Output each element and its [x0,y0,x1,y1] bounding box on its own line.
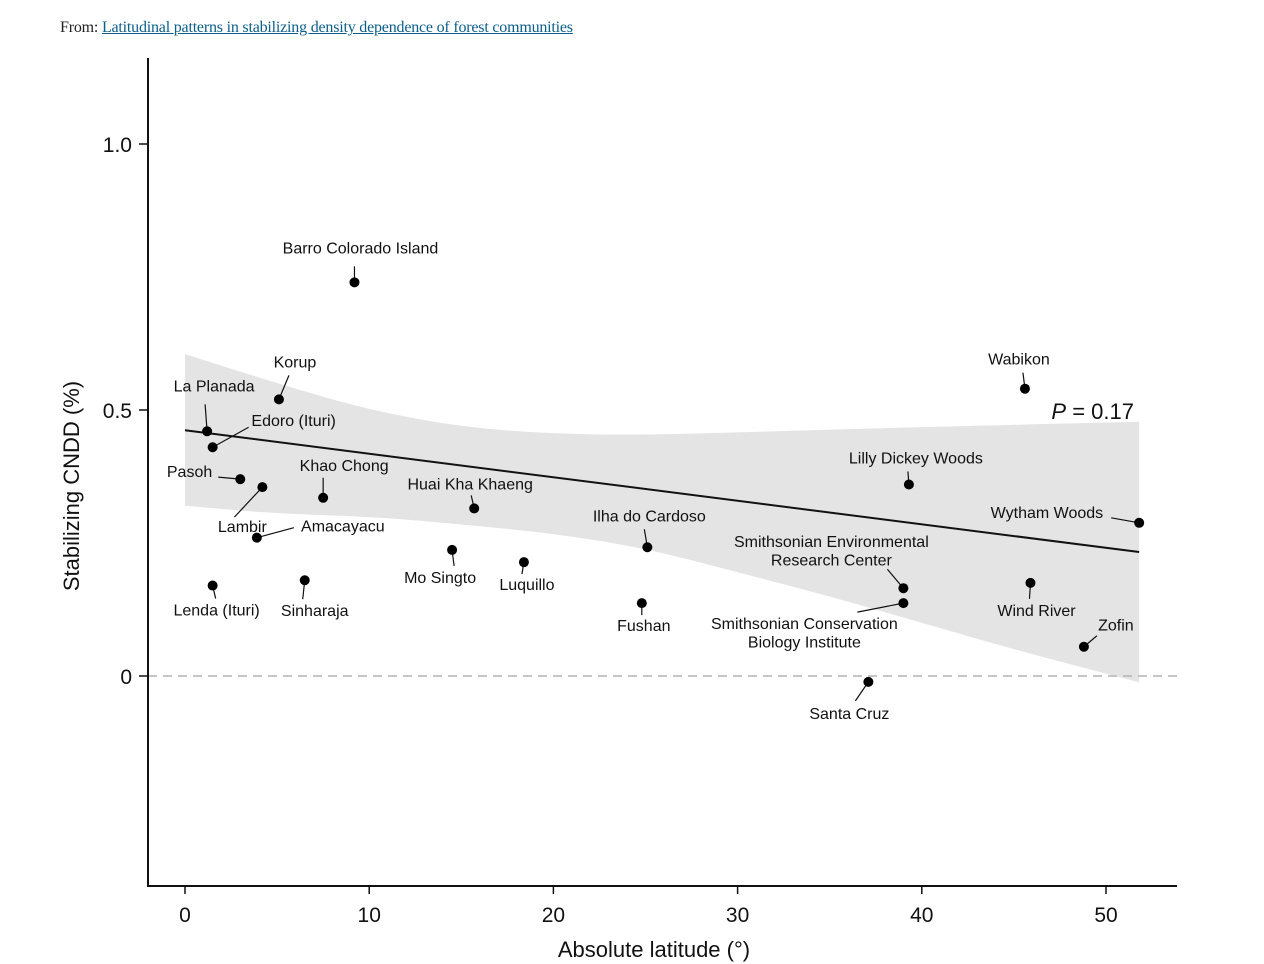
point-label-line: Smithsonian Conservation [711,616,898,633]
article-link[interactable]: Latitudinal patterns in stabilizing dens… [101,19,573,36]
point-label-line: Biology Institute [748,635,861,652]
x-tick-label: 0 [179,904,191,927]
p-value-annotation: P = 0.17 [1051,399,1134,424]
x-axis-title: Absolute latitude (°) [558,937,750,962]
point-label: Edoro (Ituri) [251,413,335,430]
x-tick-label: 50 [1094,904,1117,927]
point-label: Huai Kha Khaeng [407,476,532,493]
point-label: Mo Singto [404,570,476,587]
p-value-italic: P [1051,399,1066,424]
point-label: Sinharaja [281,603,349,620]
point-label: Smithsonian Conservation Biology Institut… [711,616,898,652]
y-tick-label: 1.0 [103,134,132,157]
point-label: Lilly Dickey Woods [849,450,983,467]
data-point [898,583,909,594]
data-point [318,492,329,503]
point-label: Barro Colorado Island [283,240,439,257]
leader-line [256,527,294,539]
data-point [898,598,909,609]
x-tick-label: 20 [542,904,565,927]
point-label: Fushan [617,618,670,635]
data-point [1078,641,1089,652]
data-point [1025,577,1036,588]
point-label: La Planada [174,378,255,395]
data-point [235,474,246,485]
figure-source: From: Latitudinal patterns in stabilizin… [60,19,573,37]
regression-line [184,429,1140,554]
from-prefix: From: [60,19,99,36]
x-tick-label: 40 [910,904,933,927]
data-point [863,676,874,687]
data-point [469,503,480,514]
point-label: Korup [274,354,317,371]
point-label-line: Smithsonian Environmental [734,534,929,551]
x-tick-label: 30 [726,904,749,927]
data-point [299,575,310,586]
data-point [1134,517,1145,528]
data-point [642,542,653,553]
point-label: Zofin [1098,618,1134,635]
data-point [349,277,360,288]
point-label: Wytham Woods [991,505,1103,522]
point-label: Santa Cruz [809,706,889,723]
point-label: Khao Chong [300,458,389,475]
point-label: Wabikon [988,352,1050,369]
point-label: Pasoh [167,464,212,481]
x-tick-label: 10 [358,904,381,927]
point-label: Wind River [997,603,1076,620]
data-point [1019,383,1030,394]
point-label: Amacayacu [301,519,385,536]
y-axis-title: Stabilizing CNDD (%) [59,381,84,591]
leader-line [233,486,263,518]
point-label: Luquillo [499,577,554,594]
data-point [903,479,914,490]
data-point [207,580,218,591]
leader-line [857,602,904,613]
point-label: Lenda (Ituri) [173,603,259,620]
data-point [251,532,262,543]
point-label: Ilha do Cardoso [593,508,706,525]
point-label: Lambir [218,519,268,536]
data-point [636,598,647,609]
y-tick-label: 0.5 [103,400,132,423]
leader-line [212,426,249,448]
p-value-text: = 0.17 [1066,399,1134,424]
point-label: Smithsonian Environmental Research Center [734,534,929,570]
y-tick-label: 0 [120,666,132,689]
data-point [273,394,284,405]
data-point [207,442,218,453]
point-label-line: Research Center [771,553,893,570]
data-point [447,544,458,555]
data-point [202,426,213,437]
data-point [518,557,529,568]
data-point [257,482,268,493]
